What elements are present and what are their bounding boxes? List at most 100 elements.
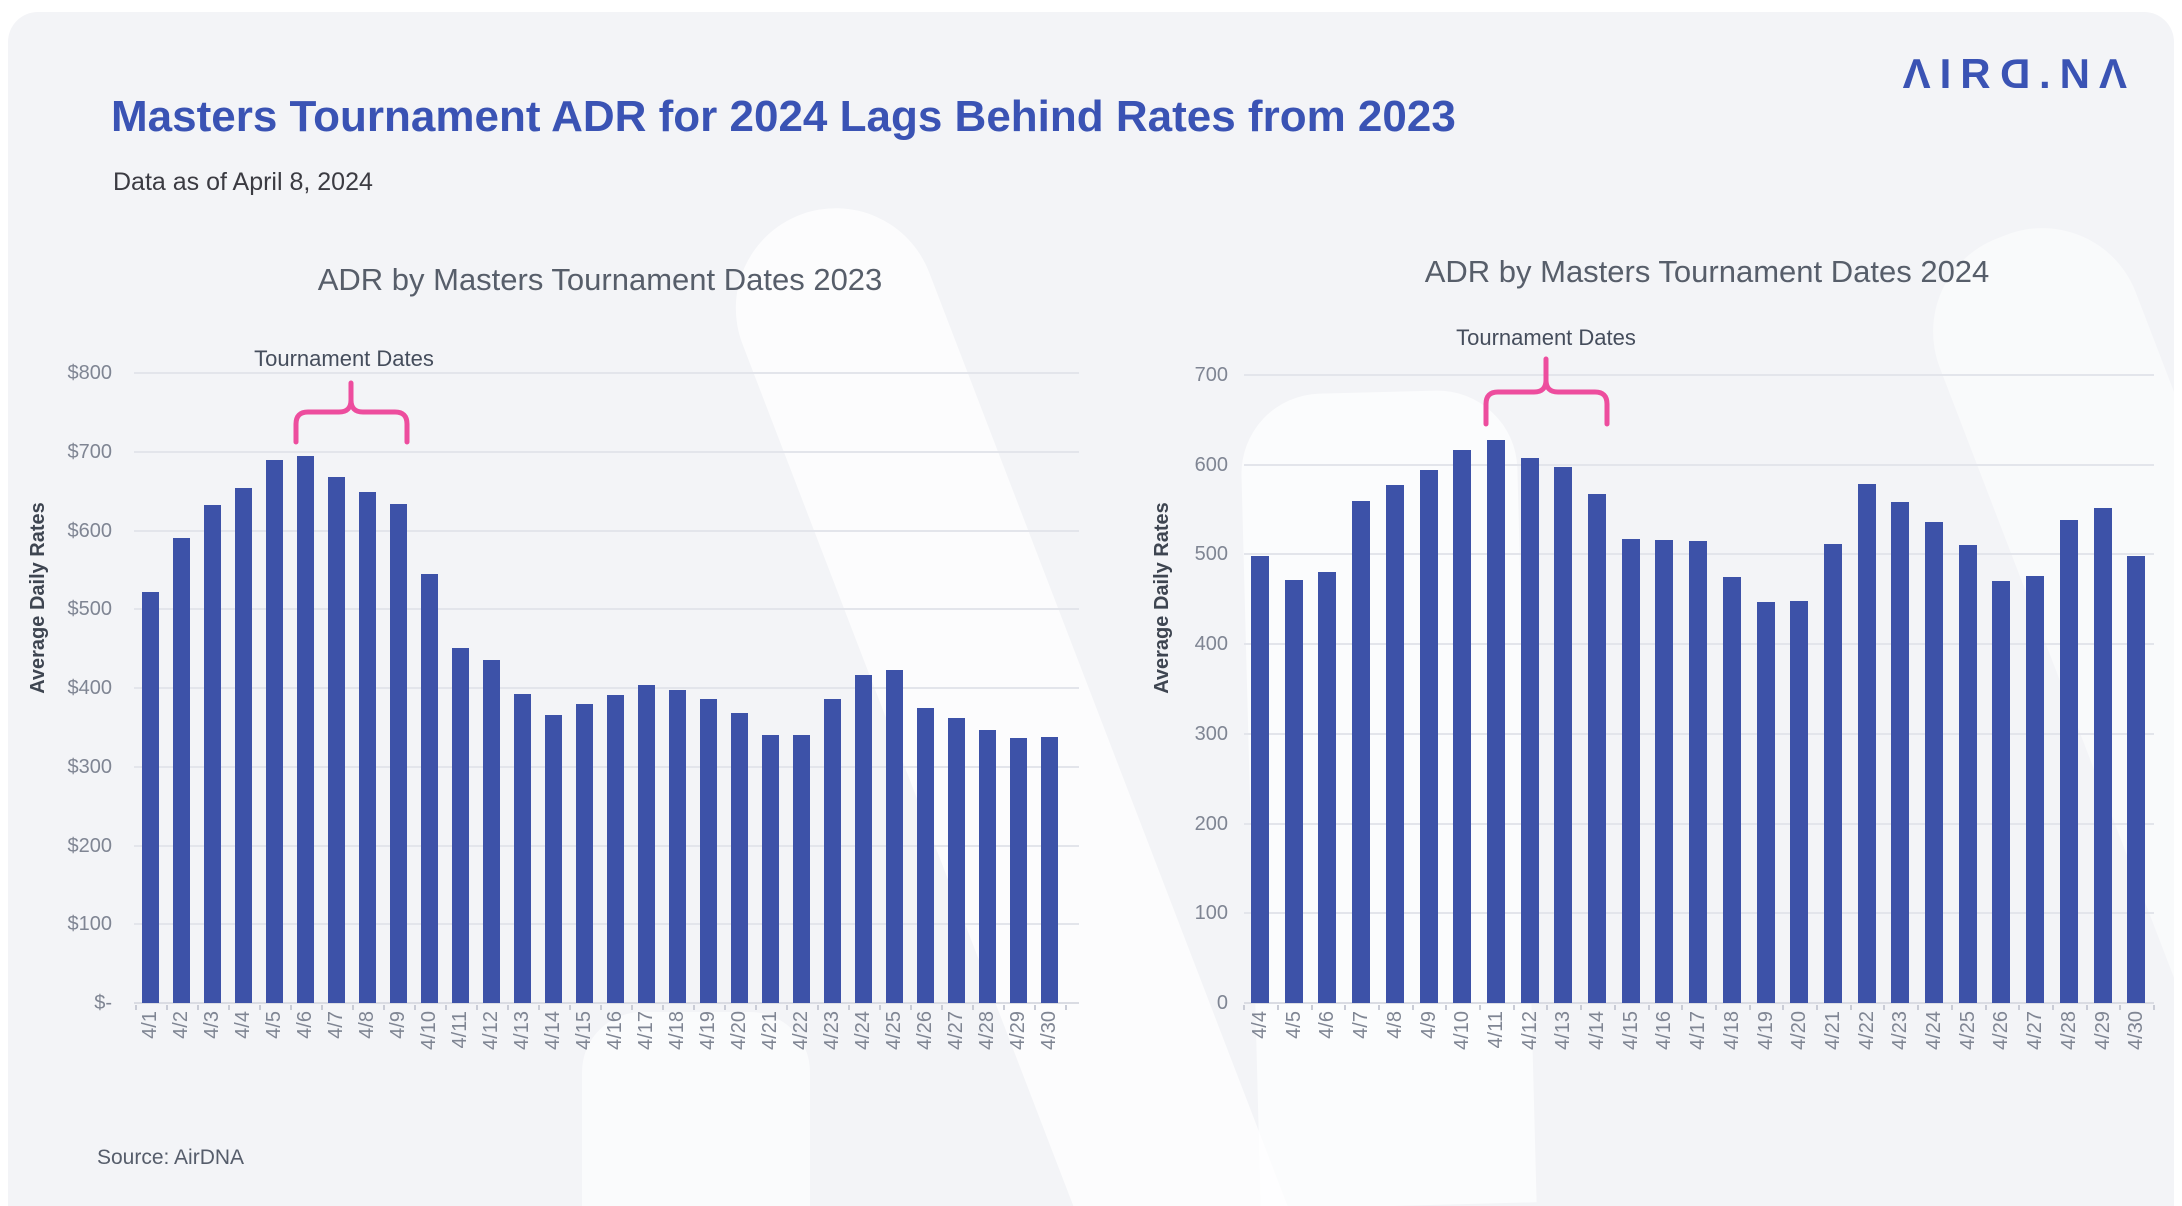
bar-4/18 [668, 690, 686, 1003]
y-tick-label: $100 [67, 913, 113, 936]
axis-tick [1883, 1005, 1886, 1010]
bar-4/21 [761, 735, 779, 1003]
axis-tick [1647, 1005, 1650, 1010]
bar-4/7 [1352, 501, 1371, 1003]
bar-4/20 [1790, 601, 1809, 1003]
bar-4/13 [513, 694, 531, 1003]
bar-4/5 [1284, 580, 1303, 1003]
bar-4/5 [265, 460, 283, 1003]
axis-tick [320, 1005, 323, 1010]
y-tick-label: $500 [67, 598, 113, 621]
y-tick-label: $300 [67, 755, 113, 778]
bar-4/11 [1486, 440, 1505, 1003]
bar-4/19 [699, 699, 717, 1003]
axis-tick [1377, 1005, 1380, 1010]
logo-letter: I [1939, 50, 1952, 97]
axis-tick [599, 1005, 602, 1010]
chart-title-2023: ADR by Masters Tournament Dates 2023 [317, 262, 883, 297]
gridline [134, 372, 1079, 374]
bar-4/14 [1588, 494, 1606, 1003]
axis-tick [382, 1005, 385, 1010]
axis-tick [289, 1005, 292, 1010]
bar-4/7 [327, 476, 345, 1003]
axis-tick [754, 1005, 757, 1010]
axis-tick [847, 1005, 850, 1010]
page-title: Masters Tournament ADR for 2024 Lags Beh… [111, 92, 1456, 141]
axis-tick [1917, 1005, 1920, 1010]
bar-4/12 [1520, 457, 1539, 1003]
bar-4/23 [1891, 502, 1910, 1003]
axis-tick [475, 1005, 478, 1010]
bar-4/15 [1621, 539, 1640, 1003]
tournament-dates-label-2023: Tournament Dates [254, 346, 434, 371]
axis-tick [878, 1005, 881, 1010]
logo-letter: N [2059, 50, 2090, 97]
bar-4/8 [358, 491, 376, 1003]
axis-tick [940, 1005, 943, 1010]
axis-tick [1849, 1005, 1852, 1010]
axis-tick [351, 1005, 354, 1010]
bar-4/9 [1419, 470, 1438, 1003]
chart-title-2024: ADR by Masters Tournament Dates 2024 [1424, 254, 1990, 289]
bar-4/12 [482, 659, 500, 1003]
bar-4/17 [1689, 540, 1708, 1003]
logo-dot: . [2038, 50, 2051, 97]
bar-4/25 [1958, 545, 1977, 1003]
bar-4/15 [575, 703, 593, 1003]
bar-4/19 [1756, 601, 1775, 1003]
gridline [1244, 1002, 2154, 1004]
watermark-band-left-stub [582, 1012, 810, 1206]
bar-4/24 [854, 675, 872, 1003]
bar-4/29 [1009, 737, 1027, 1003]
bar-4/2 [172, 537, 190, 1003]
axis-tick [1445, 1005, 1448, 1010]
bar-4/6 [296, 456, 314, 1003]
axis-tick [971, 1005, 974, 1010]
axis-tick [506, 1005, 509, 1010]
axis-tick [227, 1005, 230, 1010]
y-tick-label: $200 [67, 834, 113, 857]
y-tick-label: 200 [1194, 812, 1228, 835]
bar-4/16 [1655, 540, 1674, 1003]
bar-4/22 [1857, 484, 1876, 1003]
y-tick-label: 700 [1194, 364, 1228, 386]
axis-tick [1748, 1005, 1751, 1010]
gridline [134, 529, 1079, 532]
bar-4/26 [916, 707, 934, 1003]
bar-4/3 [203, 504, 221, 1003]
axis-tick [1580, 1005, 1583, 1010]
gridline [134, 687, 1079, 689]
axis-tick [568, 1005, 571, 1010]
bar-4/14 [544, 714, 562, 1003]
axis-tick [165, 1005, 168, 1010]
axis-tick [1816, 1005, 1819, 1010]
axis-tick [1984, 1005, 1987, 1010]
bar-4/9 [389, 503, 407, 1003]
logo-letter: Λ [2098, 50, 2127, 97]
axis-tick [134, 1005, 137, 1010]
axis-tick [1512, 1005, 1515, 1010]
gridline [134, 608, 1079, 611]
axis-tick [909, 1005, 912, 1010]
y-tick-label: $700 [67, 440, 113, 463]
bar-4/6 [1318, 572, 1337, 1003]
y-tick-label: $600 [67, 519, 113, 542]
axis-tick [1243, 1005, 1246, 1010]
bar-4/23 [823, 699, 841, 1003]
bar-4/30 [2127, 556, 2146, 1003]
tournament-dates-label-2024: Tournament Dates [1456, 325, 1636, 350]
bar-4/4 [1251, 556, 1269, 1003]
y-tick-label: $800 [67, 362, 113, 384]
axis-tick [785, 1005, 788, 1010]
y-tick-label: $- [94, 992, 112, 1014]
gridline [1244, 374, 2154, 376]
axis-tick [1950, 1005, 1953, 1010]
bar-4/28 [2059, 520, 2078, 1003]
bar-4/17 [637, 684, 655, 1003]
axis-tick [1782, 1005, 1785, 1010]
